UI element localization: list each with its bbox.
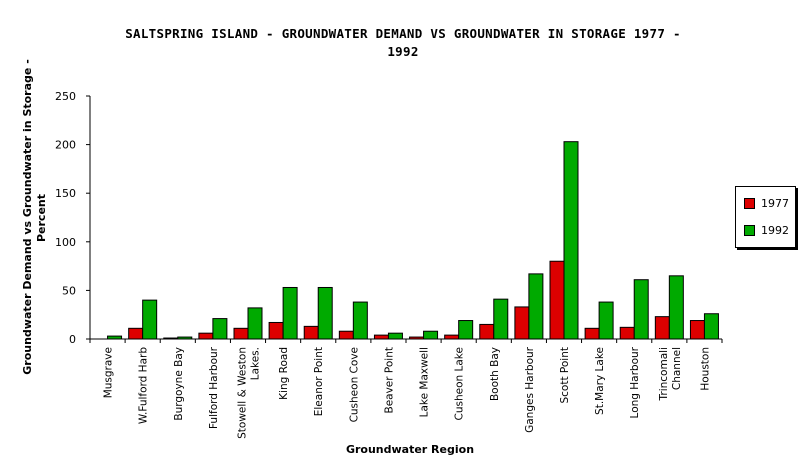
chart-title-line-1: SALTSPRING ISLAND - GROUNDWATER DEMAND V… [125, 26, 681, 41]
bar-1977-scott-point [549, 260, 565, 340]
bar-1992-cusheon-cove [352, 301, 368, 340]
x-tick-label-king-road: King Road [278, 347, 290, 400]
x-tick-label-long-harbour: Long Harbour [629, 346, 641, 418]
bar-1992-stowell-weston-lakes [247, 307, 263, 340]
bar-1992-scott-point [563, 141, 579, 340]
x-tick-label-cusheon-lake: Cusheon Lake [454, 347, 466, 420]
y-tick-label-100: 100 [55, 236, 76, 249]
bar-1992-w-fulford-harb [142, 299, 158, 340]
x-tick-label-trincomali-channel-line-1: Trincomali [658, 347, 670, 401]
bar-1992-eleanor-point [317, 286, 333, 340]
x-tick-label-trincomali-channel-line-2: Channel [671, 347, 683, 390]
bar-1992-st-mary-lake [598, 301, 614, 340]
x-tick-label-ganges-harbour: Ganges Harbour [524, 346, 536, 433]
y-tick-label-0: 0 [69, 333, 76, 346]
x-tick-label-w-fulford-harb: W.Fulford Harb [138, 347, 150, 424]
bar-1992-burgoyne-bay [177, 336, 193, 340]
x-tick-label-lake-maxwell: Lake Maxwell [419, 347, 431, 417]
bar-1977-long-harbour [619, 326, 635, 340]
bar-1977-eleanor-point [303, 325, 319, 340]
y-axis-title-line-2: Percent [35, 194, 48, 242]
bar-1977-fulford-harbour [198, 332, 214, 340]
x-tick-label-cusheon-cove: Cusheon Cove [348, 347, 360, 422]
x-tick-label-booth-bay: Booth Bay [489, 347, 501, 401]
bar-1977-st-mary-lake [584, 327, 600, 340]
y-axis-title-line-1: Groundwater Demand vs Groundwater in Sto… [21, 59, 34, 375]
bar-1977-burgoyne-bay [163, 337, 179, 340]
bar-1977-cusheon-lake [444, 334, 460, 340]
x-tick-label-fulford-harbour: Fulford Harbour [208, 346, 220, 429]
x-tick-label-burgoyne-bay: Burgoyne Bay [173, 347, 185, 421]
bar-1992-musgrave [107, 335, 123, 340]
legend-label-1977: 1977 [761, 196, 789, 210]
legend-label-1992: 1992 [761, 223, 789, 237]
y-tick-label-200: 200 [55, 139, 76, 152]
x-tick-label-st-mary-lake: St.Mary Lake [594, 347, 606, 415]
bar-1992-trincomali-channel [668, 275, 684, 340]
bar-1992-king-road [282, 286, 298, 340]
bar-1992-beaver-point [387, 332, 403, 340]
legend-item-1992: 1992 [744, 223, 789, 237]
bar-1977-booth-bay [479, 323, 495, 340]
x-tick-label-eleanor-point: Eleanor Point [313, 347, 325, 416]
y-tick-label-250: 250 [55, 90, 76, 103]
legend-swatch-1992 [744, 224, 755, 236]
bar-1992-houston [703, 313, 719, 340]
bar-1977-stowell-weston-lakes [233, 327, 249, 340]
x-tick-label-musgrave: Musgrave [103, 347, 115, 398]
bar-1977-king-road [268, 321, 284, 340]
bar-1977-houston [689, 320, 705, 340]
x-tick-label-stowell-weston-lakes-line-2: Lakes. [250, 347, 262, 380]
chart-title-line-2: 1992 [387, 44, 419, 59]
bar-1992-ganges-harbour [528, 273, 544, 340]
bar-1992-fulford-harbour [212, 318, 228, 340]
y-tick-label-150: 150 [55, 187, 76, 200]
x-tick-label-houston: Houston [699, 347, 711, 391]
bar-1977-beaver-point [373, 334, 389, 340]
y-tick-label-50: 50 [62, 284, 76, 297]
bar-1977-cusheon-cove [338, 330, 354, 340]
legend-swatch-1977 [744, 197, 755, 209]
legend-item-1977: 1977 [744, 196, 789, 210]
x-tick-label-beaver-point: Beaver Point [383, 347, 395, 414]
bar-1992-long-harbour [633, 279, 649, 340]
legend: 1977 1992 [735, 186, 796, 248]
bar-1992-lake-maxwell [423, 330, 439, 340]
bar-1977-w-fulford-harb [128, 327, 144, 340]
bar-1977-ganges-harbour [514, 306, 530, 340]
x-axis-title: Groundwater Region [346, 443, 474, 456]
x-tick-label-stowell-weston-lakes-line-1: Stowell & Weston [237, 347, 249, 439]
x-tick-label-scott-point: Scott Point [559, 347, 571, 404]
bar-1992-booth-bay [493, 298, 509, 340]
bar-1977-trincomali-channel [654, 316, 670, 340]
bar-1992-cusheon-lake [458, 320, 474, 340]
bar-1977-lake-maxwell [409, 336, 425, 340]
